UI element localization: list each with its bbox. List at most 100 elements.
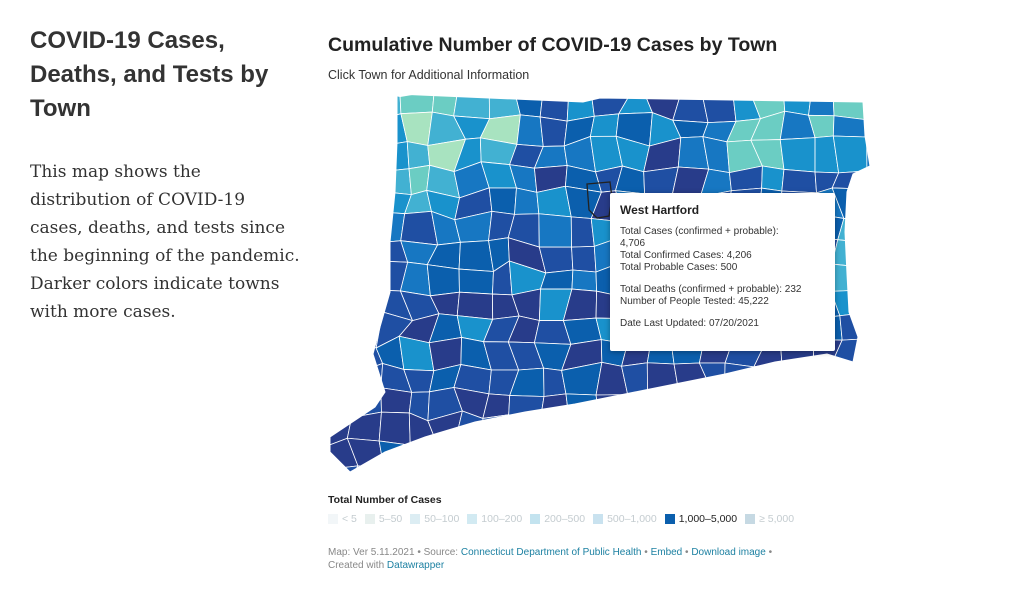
town-region[interactable] xyxy=(325,364,358,398)
town-region[interactable] xyxy=(866,119,870,138)
town-region[interactable] xyxy=(669,464,700,487)
town-region[interactable] xyxy=(837,218,870,243)
town-region[interactable] xyxy=(325,140,352,171)
town-region[interactable] xyxy=(589,460,629,487)
town-region[interactable] xyxy=(375,463,409,487)
town-region[interactable] xyxy=(841,411,870,442)
town-region[interactable] xyxy=(515,446,545,472)
town-region[interactable] xyxy=(325,217,352,244)
town-region[interactable] xyxy=(723,393,765,423)
town-region[interactable] xyxy=(561,460,599,487)
town-region[interactable] xyxy=(538,213,572,248)
town-region[interactable] xyxy=(350,190,386,219)
town-region[interactable] xyxy=(378,411,411,446)
town-region[interactable] xyxy=(587,412,624,441)
town-region[interactable] xyxy=(325,261,348,291)
town-region[interactable] xyxy=(618,412,655,444)
town-region[interactable] xyxy=(533,462,576,487)
town-region[interactable] xyxy=(754,415,788,446)
town-region[interactable] xyxy=(565,393,600,418)
town-region[interactable] xyxy=(346,92,384,120)
town-region[interactable] xyxy=(703,385,727,424)
town-region[interactable] xyxy=(325,113,354,149)
town-region[interactable] xyxy=(325,465,359,487)
town-region[interactable] xyxy=(833,437,868,468)
source-link[interactable]: Connecticut Department of Public Health xyxy=(460,547,642,558)
town-region[interactable] xyxy=(862,310,870,348)
town-region[interactable] xyxy=(516,470,545,487)
town-region[interactable] xyxy=(860,238,870,273)
town-region[interactable] xyxy=(672,92,709,124)
town-region[interactable] xyxy=(866,136,870,172)
town-region[interactable] xyxy=(809,466,835,487)
town-region[interactable] xyxy=(618,394,649,414)
town-region[interactable] xyxy=(806,388,846,414)
town-region[interactable] xyxy=(701,92,737,124)
town-region[interactable] xyxy=(756,461,792,487)
town-region[interactable] xyxy=(325,169,356,196)
town-region[interactable] xyxy=(349,211,386,244)
town-region[interactable] xyxy=(562,439,591,464)
town-region[interactable] xyxy=(867,289,870,313)
town-region[interactable] xyxy=(539,92,570,122)
town-region[interactable] xyxy=(380,387,413,414)
town-region[interactable] xyxy=(539,416,570,448)
town-region[interactable] xyxy=(571,245,597,273)
town-region[interactable] xyxy=(345,146,379,173)
town-region[interactable] xyxy=(839,311,870,341)
town-region[interactable] xyxy=(643,412,675,444)
town-region[interactable] xyxy=(726,444,762,469)
town-region[interactable] xyxy=(589,113,620,137)
town-region[interactable] xyxy=(779,137,816,173)
town-region[interactable] xyxy=(456,291,494,320)
town-region[interactable] xyxy=(346,411,382,442)
town-region[interactable] xyxy=(672,437,699,471)
town-region[interactable] xyxy=(325,287,352,321)
town-region[interactable] xyxy=(858,338,870,369)
town-region[interactable] xyxy=(329,391,353,422)
town-region[interactable] xyxy=(831,362,860,398)
town-region[interactable] xyxy=(346,289,384,320)
town-region[interactable] xyxy=(780,386,816,423)
town-region[interactable] xyxy=(325,318,352,339)
town-region[interactable] xyxy=(376,168,412,196)
town-region[interactable] xyxy=(622,439,655,465)
town-region[interactable] xyxy=(672,410,705,440)
datawrapper-link[interactable]: Datawrapper xyxy=(386,560,445,571)
town-region[interactable] xyxy=(780,461,816,487)
town-region[interactable] xyxy=(539,393,570,423)
town-region[interactable] xyxy=(325,239,351,268)
embed-link[interactable]: Embed xyxy=(650,547,683,558)
town-region[interactable] xyxy=(344,239,381,268)
town-region[interactable] xyxy=(785,412,817,443)
town-region[interactable] xyxy=(757,437,788,468)
town-region[interactable] xyxy=(865,437,870,468)
town-region[interactable] xyxy=(674,385,711,415)
town-region[interactable] xyxy=(723,362,765,399)
town-region[interactable] xyxy=(453,444,488,473)
town-region[interactable] xyxy=(406,141,431,170)
town-region[interactable] xyxy=(426,264,460,297)
town-region[interactable] xyxy=(858,387,870,413)
town-region[interactable] xyxy=(860,217,870,243)
town-region[interactable] xyxy=(761,165,785,192)
town-region[interactable] xyxy=(488,187,517,215)
town-region[interactable] xyxy=(833,467,868,487)
town-region[interactable] xyxy=(806,411,846,443)
town-region[interactable] xyxy=(814,440,843,468)
town-region[interactable] xyxy=(325,335,358,374)
town-region[interactable] xyxy=(831,239,866,268)
town-region[interactable] xyxy=(516,114,544,147)
town-region[interactable] xyxy=(539,116,568,147)
town-region[interactable] xyxy=(456,465,488,487)
town-region[interactable] xyxy=(808,92,835,117)
town-region[interactable] xyxy=(345,115,384,149)
town-region[interactable] xyxy=(483,446,518,472)
town-region[interactable] xyxy=(595,394,629,416)
town-region[interactable] xyxy=(488,92,521,120)
town-region[interactable] xyxy=(533,444,576,472)
town-region[interactable] xyxy=(486,471,521,487)
town-region[interactable] xyxy=(696,439,733,469)
town-region[interactable] xyxy=(404,462,434,487)
town-region[interactable] xyxy=(508,395,545,423)
